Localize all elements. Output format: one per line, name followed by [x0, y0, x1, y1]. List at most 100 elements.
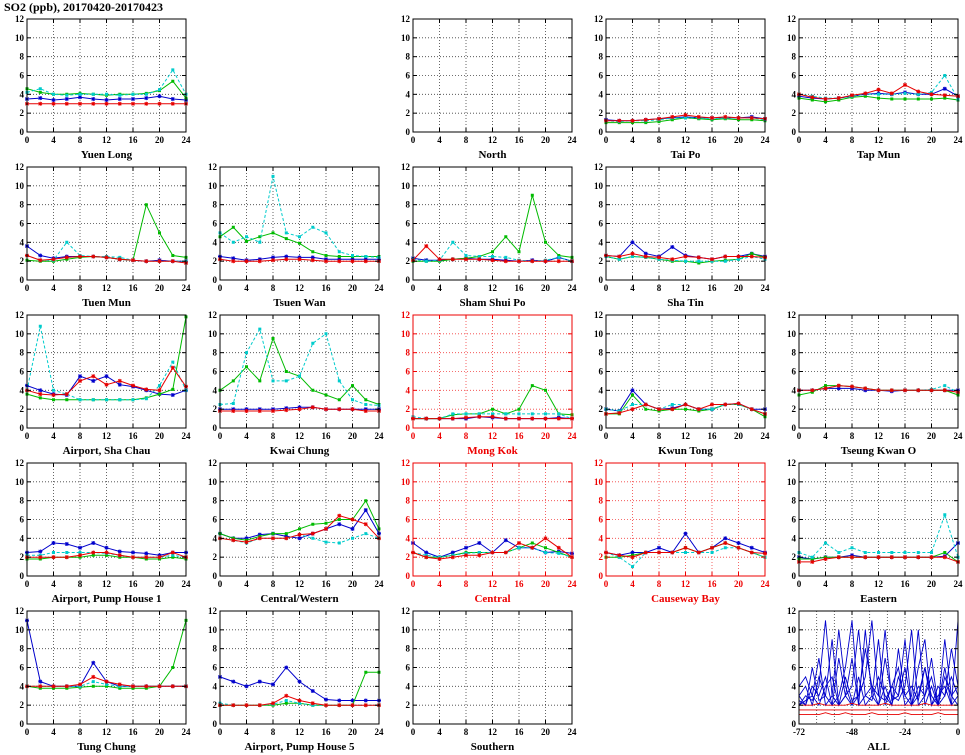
svg-text:12: 12 — [681, 283, 691, 293]
svg-text:0: 0 — [218, 727, 223, 737]
chart-title-tap-mun: Tap Mun — [856, 149, 901, 161]
svg-text:0: 0 — [411, 283, 416, 293]
chart-tuen-mun: 0 2 4 6 8 10 12 0 4 8 12 16 20 24 Tuen Mun — [0, 162, 193, 310]
svg-text:2: 2 — [406, 256, 411, 266]
svg-text:8: 8 — [850, 579, 855, 589]
chart-kwun-tong: 0 2 4 6 8 10 12 0 4 8 12 16 20 24 Kwun Tong — [579, 310, 772, 458]
svg-text:4: 4 — [51, 283, 56, 293]
svg-text:0: 0 — [218, 283, 223, 293]
svg-text:6: 6 — [406, 71, 411, 81]
svg-text:20: 20 — [541, 431, 551, 441]
svg-text:0: 0 — [25, 135, 30, 145]
svg-text:6: 6 — [406, 219, 411, 229]
svg-text:10: 10 — [15, 181, 25, 191]
svg-text:20: 20 — [155, 727, 165, 737]
svg-text:10: 10 — [401, 181, 411, 191]
chart-title-eastern: Eastern — [860, 593, 897, 605]
svg-text:12: 12 — [787, 606, 797, 616]
svg-text:4: 4 — [437, 431, 442, 441]
svg-text:4: 4 — [406, 681, 411, 691]
chart-title-sham-shui-po: Sham Shui Po — [459, 297, 526, 309]
svg-text:4: 4 — [406, 237, 411, 247]
svg-text:0: 0 — [218, 431, 223, 441]
svg-text:4: 4 — [792, 681, 797, 691]
svg-text:0: 0 — [411, 579, 416, 589]
empty-cell — [193, 14, 386, 162]
svg-text:0: 0 — [213, 571, 218, 581]
svg-text:10: 10 — [787, 33, 797, 43]
svg-text:16: 16 — [708, 431, 718, 441]
svg-text:2: 2 — [792, 404, 797, 414]
svg-text:0: 0 — [213, 275, 218, 285]
svg-text:10: 10 — [208, 329, 218, 339]
svg-text:10: 10 — [594, 33, 604, 43]
svg-text:4: 4 — [51, 579, 56, 589]
svg-text:24: 24 — [375, 283, 385, 293]
svg-text:12: 12 — [681, 135, 691, 145]
svg-text:20: 20 — [348, 283, 358, 293]
svg-text:6: 6 — [213, 663, 218, 673]
svg-text:2: 2 — [213, 700, 218, 710]
svg-text:0: 0 — [20, 719, 25, 729]
svg-text:24: 24 — [375, 579, 385, 589]
svg-text:0: 0 — [25, 579, 30, 589]
svg-text:16: 16 — [129, 283, 139, 293]
svg-text:4: 4 — [20, 237, 25, 247]
svg-text:6: 6 — [213, 367, 218, 377]
svg-text:0: 0 — [406, 571, 411, 581]
svg-text:-72: -72 — [793, 727, 805, 737]
svg-text:8: 8 — [406, 496, 411, 506]
chart-eastern: 0 2 4 6 8 10 12 0 4 8 12 16 20 24 Eastern — [772, 458, 965, 606]
svg-text:4: 4 — [244, 727, 249, 737]
svg-text:20: 20 — [927, 579, 937, 589]
svg-text:12: 12 — [401, 310, 411, 320]
svg-text:8: 8 — [464, 135, 469, 145]
svg-text:0: 0 — [406, 275, 411, 285]
svg-text:0: 0 — [599, 571, 604, 581]
svg-text:24: 24 — [182, 579, 192, 589]
chart-title-airport-sha-chau: Airport, Sha Chau — [62, 445, 151, 457]
svg-text:10: 10 — [15, 33, 25, 43]
svg-text:0: 0 — [604, 431, 609, 441]
svg-text:0: 0 — [411, 727, 416, 737]
charts-grid: 0 2 4 6 8 10 12 0 4 8 12 16 20 24 Yuen Long 0 2 4 6 8 10 12 0 4… — [0, 14, 965, 754]
chart-tai-po: 0 2 4 6 8 10 12 0 4 8 12 16 20 24 Tai Po — [579, 14, 772, 162]
svg-text:20: 20 — [734, 135, 744, 145]
chart-central-western: 0 2 4 6 8 10 12 0 4 8 12 16 20 24 Central/Western — [193, 458, 386, 606]
empty-cell — [579, 606, 772, 754]
svg-text:10: 10 — [15, 477, 25, 487]
svg-text:6: 6 — [599, 219, 604, 229]
svg-text:24: 24 — [761, 431, 771, 441]
svg-text:2: 2 — [599, 256, 604, 266]
svg-text:6: 6 — [599, 515, 604, 525]
svg-text:8: 8 — [78, 727, 83, 737]
svg-text:8: 8 — [599, 348, 604, 358]
chart-airport-pump-house-1: 0 2 4 6 8 10 12 0 4 8 12 16 20 24 Airport, Pump House … — [0, 458, 193, 606]
svg-text:20: 20 — [348, 579, 358, 589]
svg-text:6: 6 — [20, 515, 25, 525]
svg-text:24: 24 — [761, 135, 771, 145]
svg-text:4: 4 — [51, 135, 56, 145]
svg-text:8: 8 — [20, 200, 25, 210]
svg-text:20: 20 — [734, 283, 744, 293]
svg-text:10: 10 — [787, 625, 797, 635]
svg-text:8: 8 — [406, 200, 411, 210]
svg-text:0: 0 — [25, 283, 30, 293]
svg-text:8: 8 — [213, 496, 218, 506]
svg-text:24: 24 — [568, 135, 578, 145]
svg-text:0: 0 — [599, 127, 604, 137]
svg-text:8: 8 — [271, 579, 276, 589]
svg-text:12: 12 — [208, 162, 218, 172]
svg-text:0: 0 — [213, 719, 218, 729]
chart-title-sha-tin: Sha Tin — [667, 297, 704, 309]
svg-text:2: 2 — [406, 700, 411, 710]
svg-text:6: 6 — [792, 71, 797, 81]
chart-title-all: ALL — [867, 741, 890, 753]
chart-title-tai-po: Tai Po — [670, 149, 701, 161]
chart-title-north: North — [478, 149, 507, 161]
svg-text:0: 0 — [956, 727, 961, 737]
svg-text:8: 8 — [271, 727, 276, 737]
